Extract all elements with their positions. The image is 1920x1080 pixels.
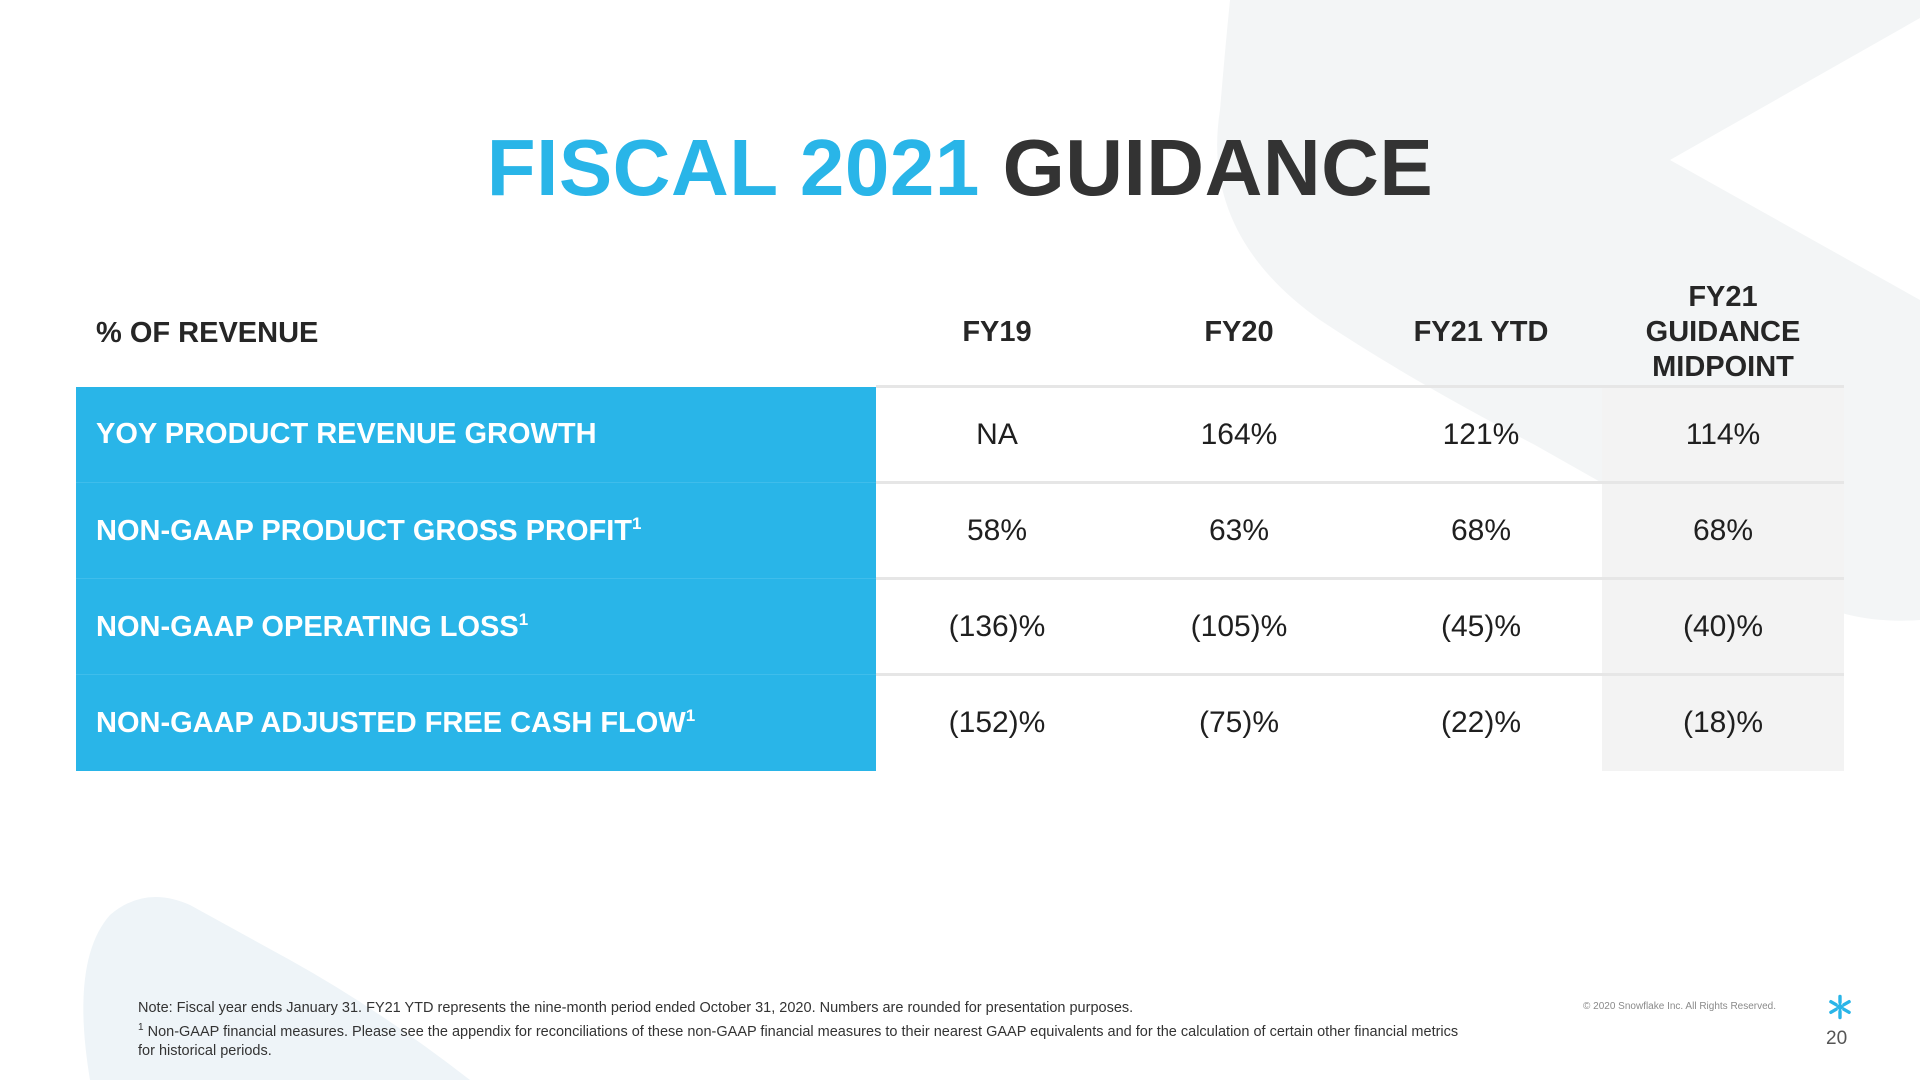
column-header-fy21-ytd: FY21 YTD — [1413, 316, 1549, 348]
table-cell: (105)% — [1118, 578, 1360, 676]
guidance-table: % OF REVENUE FY19 FY20 FY21 YTD FY21 GUI… — [76, 280, 1844, 771]
column-header-fy19: FY19 — [962, 316, 1032, 348]
footnote-marker: 1 — [518, 609, 529, 629]
snowflake-logo-icon — [1829, 994, 1851, 1020]
table-cell: 63% — [1118, 482, 1360, 580]
table-cell: (22)% — [1440, 706, 1522, 740]
table-row: YOY PRODUCT REVENUE GROWTH NA 164% 121% … — [76, 385, 1844, 484]
footnote-1-text: Non-GAAP financial measures. Please see … — [138, 1023, 1459, 1059]
table-cell: 114% — [1602, 385, 1844, 484]
column-header-fy21-midpoint: FY21 GUIDANCE MIDPOINT — [1602, 280, 1844, 388]
table-cell: 164% — [1118, 385, 1360, 484]
column-header-fy20: FY20 — [1204, 316, 1274, 348]
table-cell: (40)% — [1602, 578, 1844, 676]
table-cell: (152)% — [948, 706, 1046, 740]
footnote-note: Note: Fiscal year ends January 31. FY21 … — [138, 1000, 1134, 1016]
page-title: FISCAL 2021 GUIDANCE — [0, 122, 1920, 214]
table-cell: 68% — [1602, 482, 1844, 580]
row-label-text: YOY PRODUCT REVENUE GROWTH — [96, 418, 597, 451]
page-number: 20 — [1826, 1028, 1848, 1049]
table-cell: (136)% — [876, 578, 1118, 676]
row-label: NON-GAAP OPERATING LOSS1 — [76, 578, 876, 675]
row-label: NON-GAAP PRODUCT GROSS PROFIT1 — [76, 482, 876, 579]
row-label-text: NON-GAAP OPERATING LOSS — [96, 610, 519, 643]
row-label-text: NON-GAAP ADJUSTED FREE CASH FLOW — [96, 706, 686, 739]
footnote-marker: 1 — [632, 513, 642, 533]
table-header-row: % OF REVENUE FY19 FY20 FY21 YTD FY21 GUI… — [76, 280, 1844, 388]
row-label: YOY PRODUCT REVENUE GROWTH — [76, 386, 876, 483]
table-cell: (75)% — [1198, 706, 1280, 740]
row-label: NON-GAAP ADJUSTED FREE CASH FLOW1 — [76, 674, 876, 771]
table-cell: (45)% — [1360, 578, 1602, 676]
copyright-text: © 2020 Snowflake Inc. All Rights Reserve… — [1583, 1001, 1777, 1012]
footnote-1: 1 Non-GAAP financial measures. Please se… — [138, 1018, 1478, 1061]
footnote-1-marker: 1 — [138, 1022, 144, 1033]
table-cell: 68% — [1360, 482, 1602, 580]
column-header-metric: % OF REVENUE — [96, 316, 319, 349]
column-header-fy21-midpoint-text: FY21 GUIDANCE MIDPOINT — [1645, 281, 1801, 383]
table-cell: 58% — [876, 482, 1118, 580]
table-row: NON-GAAP ADJUSTED FREE CASH FLOW1 (152)%… — [76, 674, 1844, 771]
title-main: GUIDANCE — [1002, 123, 1434, 212]
footnotes: Note: Fiscal year ends January 31. FY21 … — [138, 999, 1478, 1061]
table-cell: NA — [876, 385, 1118, 484]
table-row: NON-GAAP PRODUCT GROSS PROFIT1 58% 63% 6… — [76, 482, 1844, 580]
footnote-marker: 1 — [685, 705, 696, 725]
table-cell: 121% — [1360, 385, 1602, 484]
table-cell: (18)% — [1602, 674, 1844, 771]
table-row: NON-GAAP OPERATING LOSS1 (136)% (105)% (… — [76, 578, 1844, 676]
title-accent: FISCAL 2021 — [486, 123, 980, 212]
row-label-text: NON-GAAP PRODUCT GROSS PROFIT — [96, 514, 632, 547]
